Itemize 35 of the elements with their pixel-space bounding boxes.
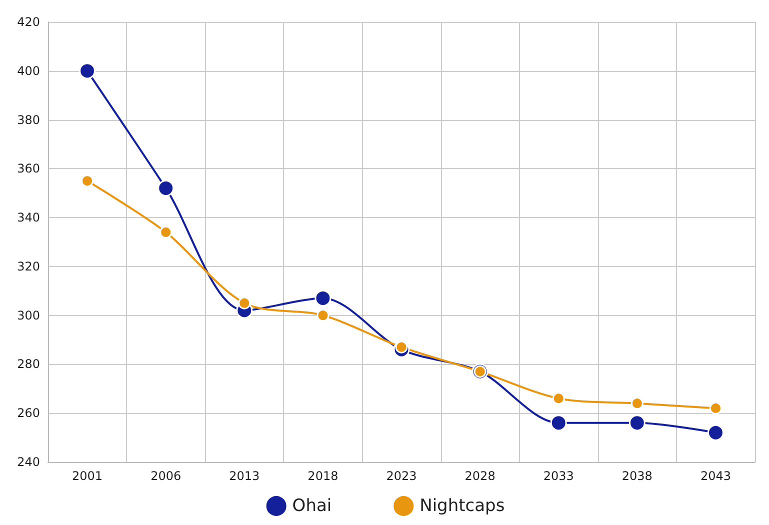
- point: [707, 424, 724, 441]
- point: [316, 309, 330, 322]
- y-tick-label: 280: [17, 357, 40, 372]
- y-tick-label: 360: [17, 162, 40, 176]
- y-tick-label: 400: [17, 64, 40, 78]
- y-tick-label: 380: [17, 112, 40, 127]
- x-tick-label: 2001: [72, 469, 103, 483]
- point: [628, 414, 646, 432]
- legend-label: Ohai: [292, 496, 332, 516]
- x-tick-label: 2018: [308, 469, 338, 483]
- y-tick-label: 300: [17, 308, 40, 322]
- y-tick-label: 240: [17, 455, 40, 469]
- legend-label: Nightcaps: [420, 496, 505, 516]
- point: [314, 290, 332, 306]
- y-tick-label: 420: [17, 15, 40, 29]
- y-tick-label: 260: [17, 406, 40, 420]
- point: [158, 180, 174, 196]
- point: [550, 414, 567, 432]
- point: [630, 397, 644, 410]
- x-tick-label: 2038: [622, 469, 652, 483]
- x-tick-label: 2028: [464, 469, 496, 483]
- point: [81, 174, 94, 188]
- x-tick-label: 2006: [150, 469, 182, 483]
- point: [709, 402, 722, 414]
- y-tick-label: 320: [17, 259, 40, 274]
- point: [395, 340, 408, 354]
- x-tick-label: 2023: [386, 469, 417, 483]
- x-tick-label: 2013: [229, 469, 260, 483]
- point: [238, 296, 251, 310]
- x-tick-label: 2033: [543, 469, 574, 483]
- point: [79, 62, 96, 80]
- point: [552, 392, 565, 405]
- point: [160, 226, 172, 238]
- x-tick-label: 2043: [700, 469, 731, 483]
- y-tick-label: 340: [17, 210, 40, 225]
